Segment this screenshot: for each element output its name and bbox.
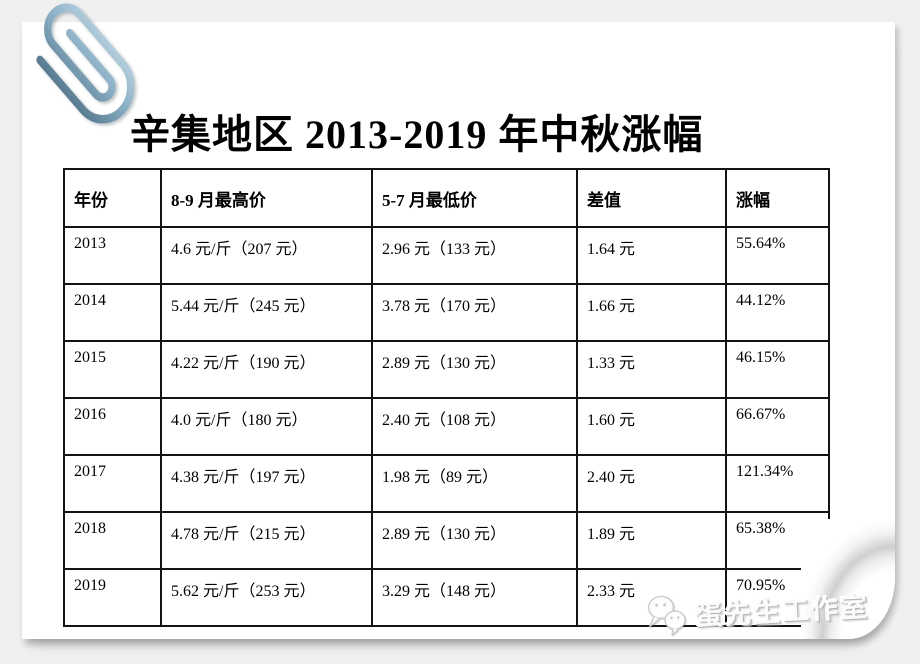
cell-difference: 1.33 元 (576, 340, 727, 399)
column-header-difference: 差值 (576, 168, 727, 228)
cell-increase: 46.15% (725, 340, 830, 399)
table-row-2018: 2018 4.78 元/斤（215 元） 2.89 元（130 元） 1.89 … (63, 511, 830, 570)
cell-year: 2014 (63, 283, 162, 342)
cell-low-price: 3.29 元（148 元） (371, 568, 578, 627)
table-header-row: 年份 8-9 月最高价 5-7 月最低价 差值 涨幅 (63, 168, 830, 228)
column-header-high-price: 8-9 月最高价 (160, 168, 373, 228)
document-page: 辛集地区 2013-2019 年中秋涨幅 年份 8-9 月最高价 5-7 月最低… (22, 3, 895, 639)
cell-difference: 1.89 元 (576, 511, 727, 570)
column-header-low-price: 5-7 月最低价 (371, 168, 578, 228)
cell-high-price: 4.38 元/斤（197 元） (160, 454, 373, 513)
page-curl (801, 519, 895, 639)
cell-low-price: 1.98 元（89 元） (371, 454, 578, 513)
cell-high-price: 4.78 元/斤（215 元） (160, 511, 373, 570)
table-row-2014: 2014 5.44 元/斤（245 元） 3.78 元（170 元） 1.66 … (63, 283, 830, 342)
cell-year: 2013 (63, 226, 162, 285)
column-header-year: 年份 (63, 168, 162, 228)
price-table: 年份 8-9 月最高价 5-7 月最低价 差值 涨幅 2013 4.6 元/斤（… (63, 168, 830, 627)
cell-low-price: 2.89 元（130 元） (371, 511, 578, 570)
cell-difference: 2.40 元 (576, 454, 727, 513)
cell-high-price: 5.44 元/斤（245 元） (160, 283, 373, 342)
cell-increase: 44.12% (725, 283, 830, 342)
cell-increase: 55.64% (725, 226, 830, 285)
cell-year: 2015 (63, 340, 162, 399)
cell-year: 2016 (63, 397, 162, 456)
table-row-2015: 2015 4.22 元/斤（190 元） 2.89 元（130 元） 1.33 … (63, 340, 830, 399)
paperclip-icon (36, 3, 135, 124)
cell-year: 2017 (63, 454, 162, 513)
table-row-2016: 2016 4.0 元/斤（180 元） 2.40 元（108 元） 1.60 元… (63, 397, 830, 456)
cell-low-price: 2.89 元（130 元） (371, 340, 578, 399)
column-header-increase: 涨幅 (725, 168, 830, 228)
cell-high-price: 4.6 元/斤（207 元） (160, 226, 373, 285)
cell-difference: 1.66 元 (576, 283, 727, 342)
watermark-label: 蛋先生工作室 (694, 591, 870, 631)
chat-bubbles-icon (647, 595, 686, 636)
watermark: 蛋先生工作室 (645, 581, 870, 639)
cell-low-price: 3.78 元（170 元） (371, 283, 578, 342)
cell-low-price: 2.96 元（133 元） (371, 226, 578, 285)
table-row-2019: 2019 5.62 元/斤（253 元） 3.29 元（148 元） 2.33 … (63, 568, 830, 627)
cell-difference: 1.64 元 (576, 226, 727, 285)
cell-high-price: 4.0 元/斤（180 元） (160, 397, 373, 456)
cell-difference: 2.33 元 (576, 568, 727, 627)
cell-high-price: 4.22 元/斤（190 元） (160, 340, 373, 399)
table-row-2013: 2013 4.6 元/斤（207 元） 2.96 元（133 元） 1.64 元… (63, 226, 830, 285)
cell-increase: 66.67% (725, 397, 830, 456)
document-title: 辛集地区 2013-2019 年中秋涨幅 (130, 112, 704, 157)
cell-high-price: 5.62 元/斤（253 元） (160, 568, 373, 627)
cell-increase: 121.34% (725, 454, 830, 513)
table-row-2017: 2017 4.38 元/斤（197 元） 1.98 元（89 元） 2.40 元… (63, 454, 830, 513)
cell-year: 2019 (63, 568, 162, 627)
cell-low-price: 2.40 元（108 元） (371, 397, 578, 456)
cell-year: 2018 (63, 511, 162, 570)
cell-difference: 1.60 元 (576, 397, 727, 456)
